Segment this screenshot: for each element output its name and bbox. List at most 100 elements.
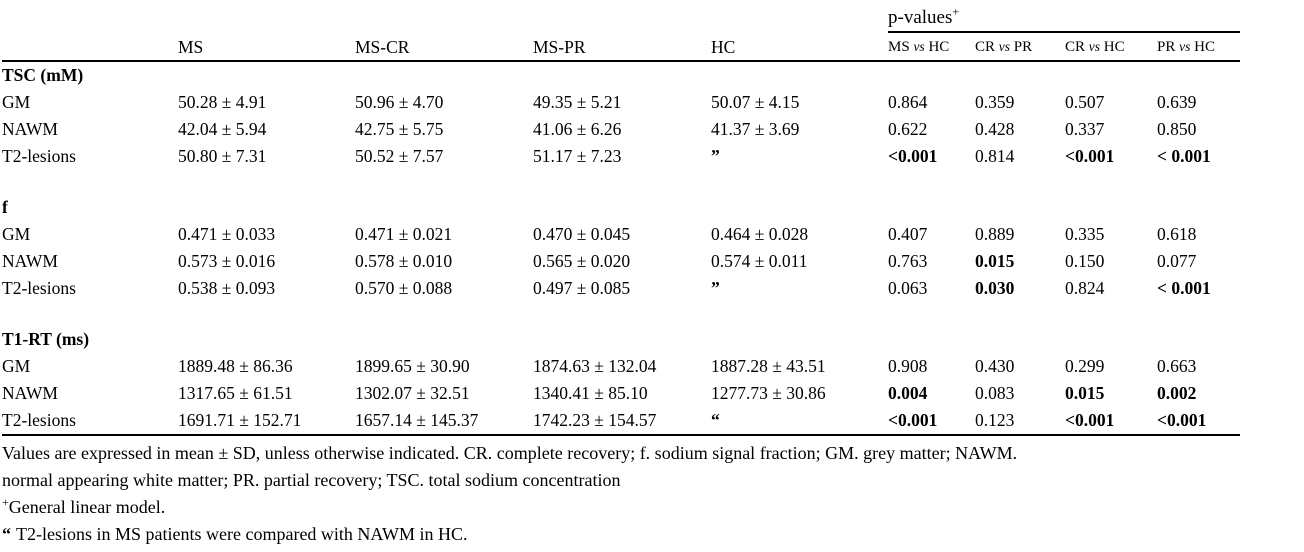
p-values-footnote-marker: + [952,4,960,19]
p-value-cell: 0.123 [975,407,1065,436]
p-value-cell: 0.824 [1065,278,1105,298]
p-value-cell: 0.850 [1157,119,1197,139]
value-cell: 1340.41 ± 85.10 [533,383,648,403]
empty-cell [178,326,1240,353]
row-label: GM [2,224,31,244]
table-footnotes: Values are expressed in mean ± SD, unles… [2,440,1304,548]
footnote-abbreviations-line1: Values are expressed in mean ± SD, unles… [2,443,1018,463]
p-value-cell: <0.001 [888,407,975,436]
p-value-cell: 0.030 [975,278,1015,298]
group-header-row: f [2,194,1240,221]
value-cell: 1302.07 ± 32.51 [355,383,470,403]
value-cell: 50.28 ± 4.91 [178,92,267,112]
p-value-cell: 0.428 [975,119,1015,139]
results-table: p-values+ MS MS-CR MS-PR HC MS vs HC CR … [2,3,1241,436]
value-cell: 50.52 ± 7.57 [355,146,444,166]
table-row: GM 50.28 ± 4.91 50.96 ± 4.70 49.35 ± 5.21 50… [2,89,1240,116]
p-value-cell: <0.001 [1157,407,1241,436]
value-cell: 1277.73 ± 30.86 [711,383,826,403]
p-value-cell: 0.015 [1065,383,1105,403]
p-column-header-ms-vs-hc: MS vs HC [888,32,975,62]
plus-footnote-marker: + [2,495,9,509]
value-cell: 0.574 ± 0.011 [711,251,808,271]
p-column-header-cr-vs-hc: CR vs HC [1065,32,1157,62]
value-cell: 0.497 ± 0.085 [533,278,631,298]
value-cell: 1317.65 ± 61.51 [178,383,293,403]
row-label: T2-lesions [2,146,76,166]
value-cell: 0.464 ± 0.028 [711,224,809,244]
value-cell: 1899.65 ± 30.90 [355,356,470,376]
value-cell: 50.96 ± 4.70 [355,92,444,112]
p-value-cell: 0.618 [1157,224,1197,244]
spacer-cell [2,170,1240,194]
empty-cell [2,3,888,32]
p-value-cell: 0.077 [1157,251,1197,271]
value-cell: 41.37 ± 3.69 [711,119,800,139]
column-header-ms-pr: MS-PR [533,32,711,62]
value-cell: 50.07 ± 4.15 [711,92,800,112]
value-cell: 49.35 ± 5.21 [533,92,622,112]
footnote-abbreviations-line2: normal appearing white matter; PR. parti… [2,470,621,490]
table-row: NAWM 0.573 ± 0.016 0.578 ± 0.010 0.565 ± 0.… [2,248,1240,275]
p-value-cell: 0.864 [888,92,928,112]
p-value-cell: 0.083 [975,383,1015,403]
value-cell: 0.470 ± 0.045 [533,224,631,244]
p-value-cell: < 0.001 [1157,278,1211,298]
value-cell: 0.471 ± 0.033 [178,224,276,244]
column-header-row: MS MS-CR MS-PR HC MS vs HC CR vs PR CR v… [2,32,1241,62]
p-value-cell: 0.908 [888,356,928,376]
group-header-row: TSC (mM) [2,61,1240,89]
row-label: NAWM [2,119,58,139]
p-value-cell: 0.889 [975,224,1015,244]
results-table-body: TSC (mM) GM 50.28 ± 4.91 50.96 ± 4.70 49.35 … [2,61,1241,436]
value-cell: 0.570 ± 0.088 [355,278,453,298]
p-value-cell: <0.001 [888,146,938,166]
row-label: GM [2,356,31,376]
spacer-cell [2,302,1240,326]
table-row: T2-lesions 50.80 ± 7.31 50.52 ± 7.57 51.17 … [2,143,1240,170]
p-value-cell: 0.430 [975,356,1015,376]
p-values-group-header: p-values+ [888,3,1241,33]
p-value-cell: < 0.001 [1157,146,1211,166]
p-value-cell: 0.359 [975,92,1015,112]
quote-footnote-marker: “ [2,524,11,544]
group-spacer-row [2,170,1240,194]
p-value-cell: 0.299 [1065,356,1105,376]
p-value-cell: 0.337 [1065,119,1105,139]
value-cell: 50.80 ± 7.31 [178,146,267,166]
row-label: NAWM [2,383,58,403]
table-row: GM 1889.48 ± 86.36 1899.65 ± 30.90 1874.63 … [2,353,1240,380]
p-value-cell: 0.407 [888,224,928,244]
value-cell: 0.471 ± 0.021 [355,224,453,244]
value-cell: 1691.71 ± 152.71 [178,407,355,436]
p-value-cell: 0.150 [1065,251,1105,271]
p-value-cell: 0.814 [975,146,1015,166]
p-value-cell: 0.622 [888,119,928,139]
p-column-header-pr-vs-hc: PR vs HC [1157,32,1241,62]
p-values-label: p-values [888,7,953,28]
p-column-header-cr-vs-pr: CR vs PR [975,32,1065,62]
footnote-general-linear-model: +General linear model. [2,495,166,517]
group-label: f [2,197,8,217]
table-row: GM 0.471 ± 0.033 0.471 ± 0.021 0.470 ± 0.04… [2,221,1240,248]
row-label: GM [2,92,31,112]
value-cell: 0.573 ± 0.016 [178,251,276,271]
value-cell: 0.578 ± 0.010 [355,251,453,271]
ditto-mark-cell: “ [711,407,888,436]
p-values-header-row: p-values+ [2,3,1241,33]
value-cell: 41.06 ± 6.26 [533,119,622,139]
group-spacer-row [2,302,1240,326]
p-value-cell: <0.001 [1065,146,1115,166]
p-value-cell: 0.002 [1157,383,1197,403]
value-cell: 1874.63 ± 132.04 [533,356,657,376]
value-cell: 1887.28 ± 43.51 [711,356,826,376]
group-label: T1-RT (ms) [2,329,90,349]
column-header-ms: MS [178,32,355,62]
value-cell: 42.75 ± 5.75 [355,119,444,139]
p-value-cell: 0.663 [1157,356,1197,376]
p-value-cell: 0.507 [1065,92,1105,112]
p-value-cell: 0.639 [1157,92,1197,112]
table-row: NAWM 1317.65 ± 61.51 1302.07 ± 32.51 1340.4… [2,380,1240,407]
p-value-cell: 0.004 [888,383,928,403]
